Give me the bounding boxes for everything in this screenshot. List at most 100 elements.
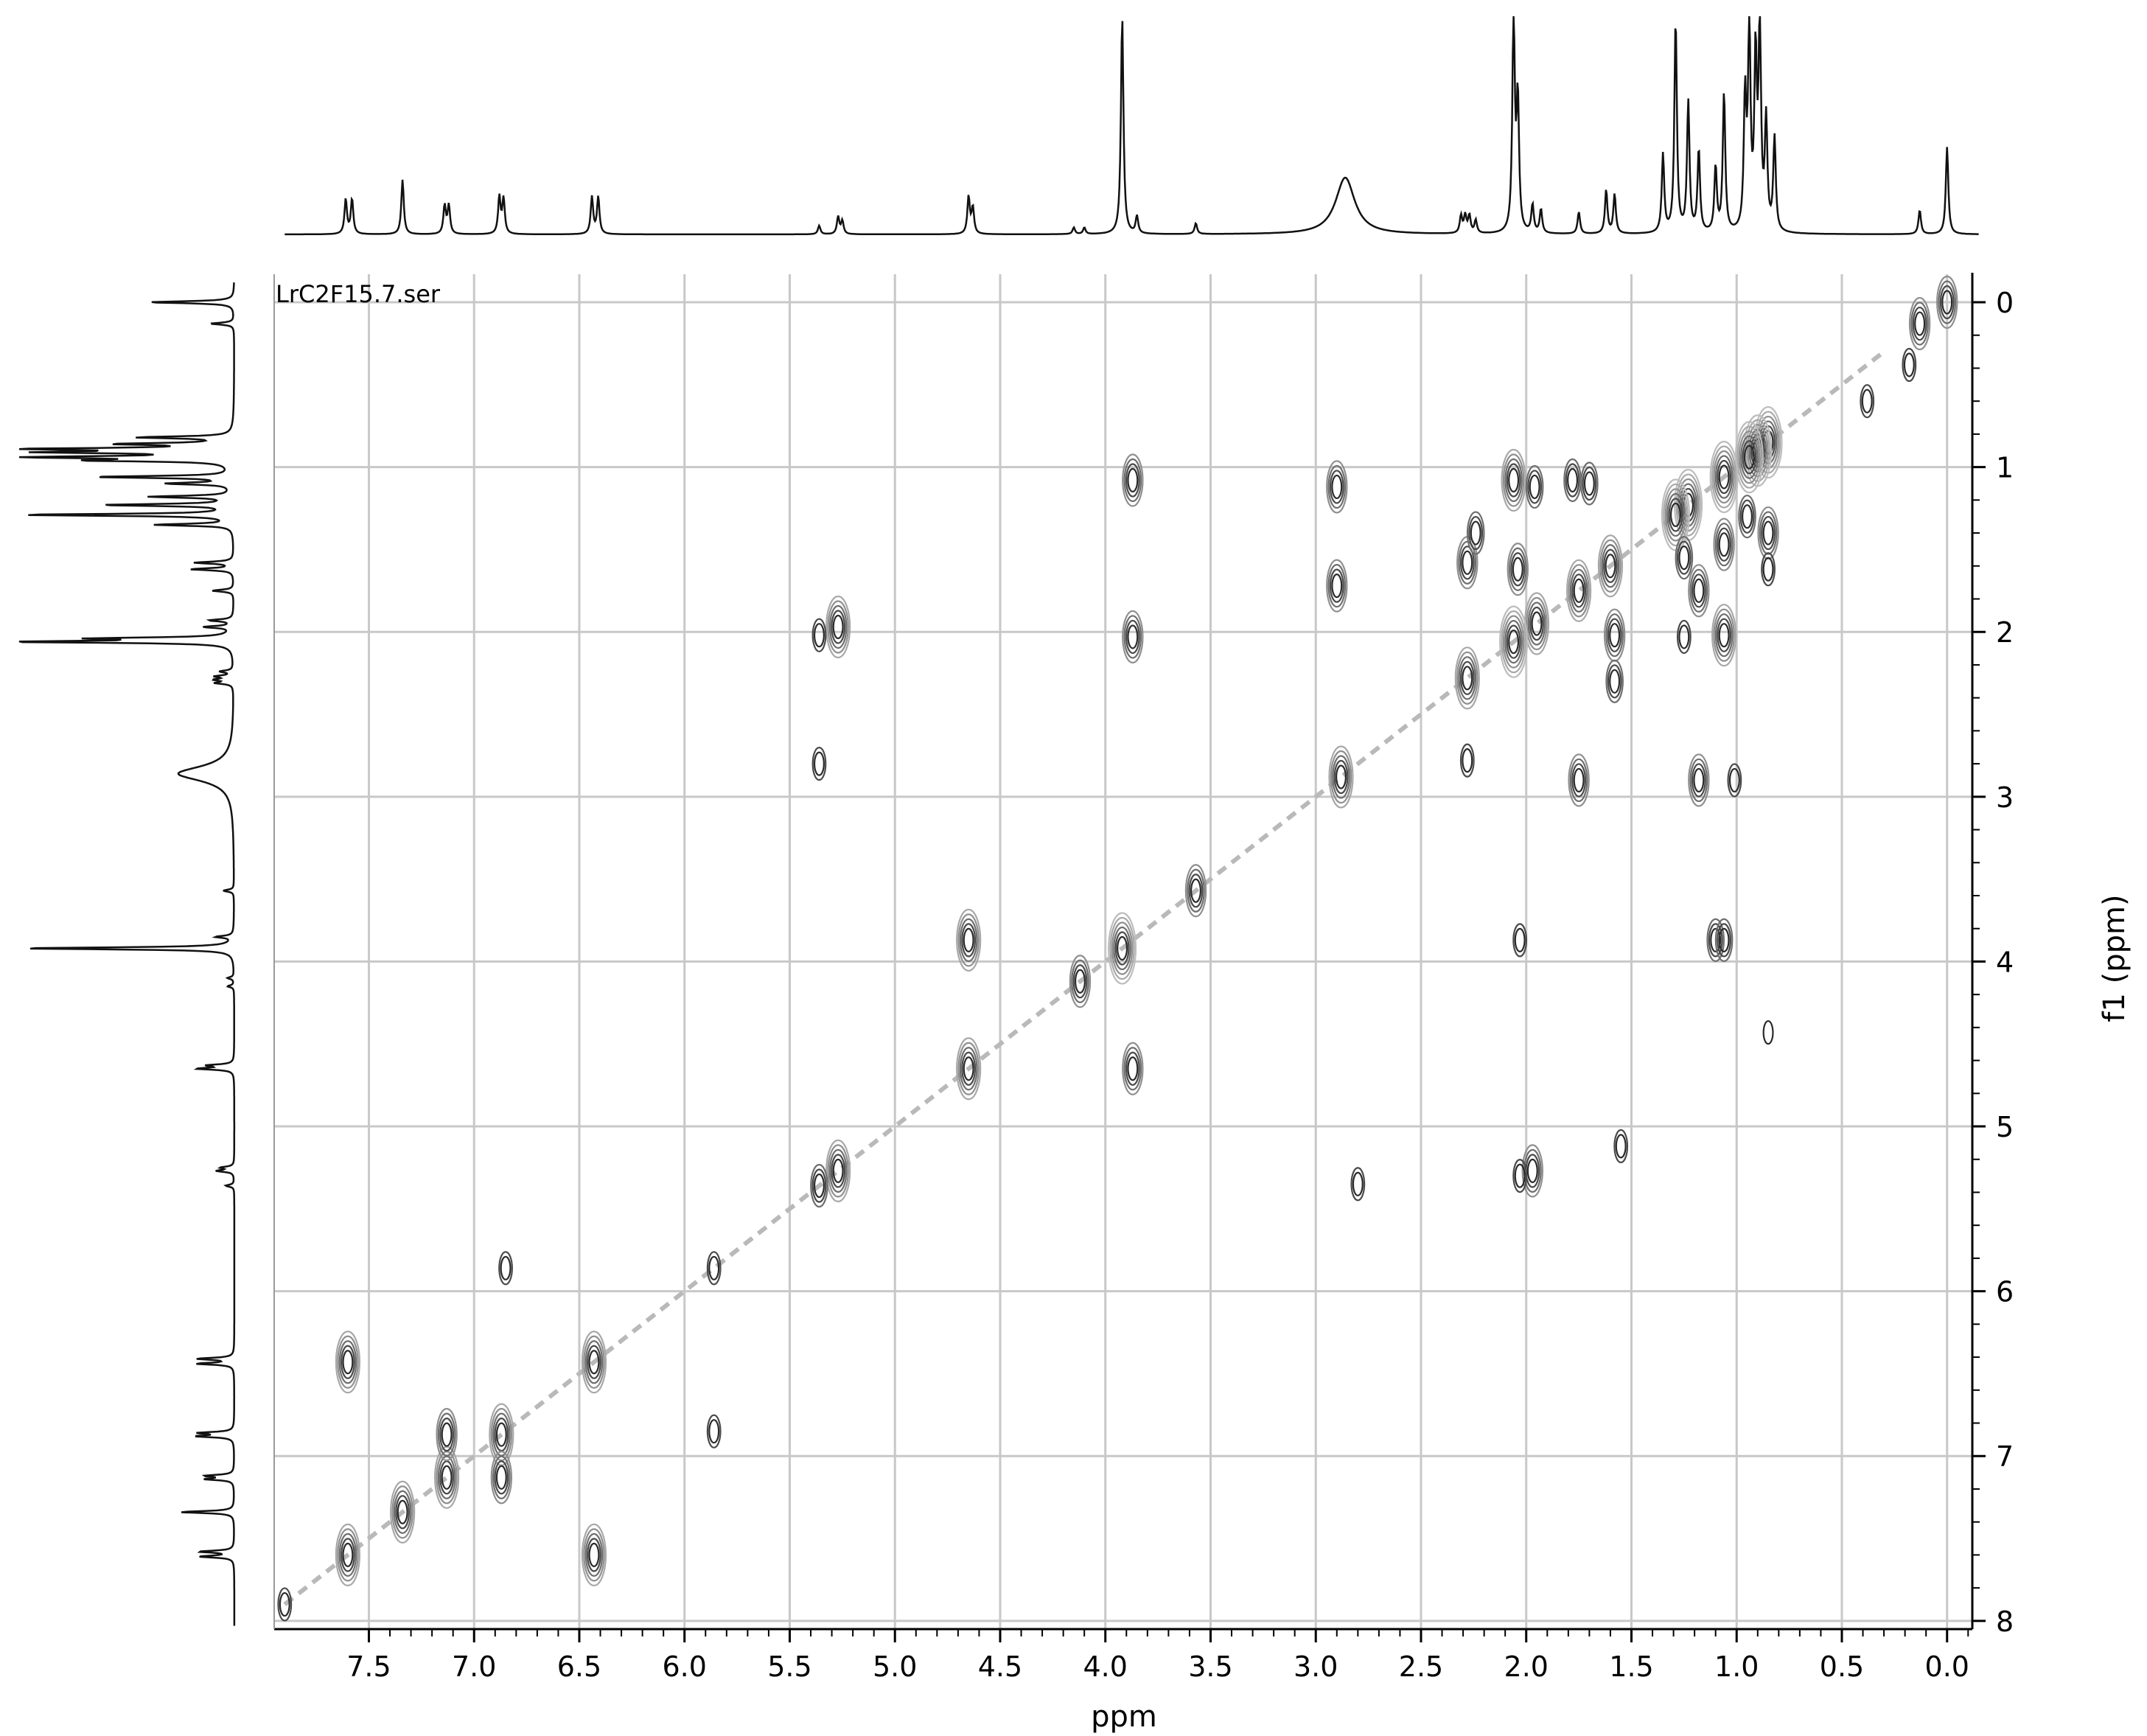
contour-level <box>1187 868 1205 913</box>
contour-level <box>1122 610 1144 664</box>
contour-level <box>1127 1056 1139 1081</box>
axis-ticks: 7.5 7.0 6.5 6.0 5.5 5.0 4.5 4.0 3.5 3.0 2.5 2.0 1.5 1… <box>346 287 2014 1683</box>
contour-level <box>1738 430 1761 484</box>
contour-level <box>1573 767 1585 793</box>
contour-level <box>1527 602 1546 646</box>
contour-level <box>813 751 825 776</box>
x-tick-label: 7.5 <box>346 1650 391 1683</box>
contour-level <box>1508 630 1520 655</box>
cross-peak <box>1566 559 1592 622</box>
contour-level <box>1605 659 1624 703</box>
cross-peak <box>1184 864 1207 918</box>
contour-level <box>587 1538 601 1572</box>
contour-level <box>963 927 974 952</box>
contour-level <box>581 1331 607 1394</box>
contour-level <box>1761 515 1776 551</box>
contour-level <box>588 1350 600 1375</box>
x-tick-label: 3.5 <box>1188 1650 1232 1683</box>
contour-level <box>1910 301 1929 346</box>
contour-level <box>337 1528 359 1582</box>
contour-level <box>961 923 977 958</box>
contour-level <box>338 1533 357 1577</box>
contour-level <box>1762 520 1774 545</box>
cross-peak <box>1525 464 1544 509</box>
dataset-label: LrC2F15.7.ser <box>276 280 441 308</box>
cross-peak <box>956 908 982 972</box>
contour-level <box>828 604 848 649</box>
contour-level <box>1331 474 1343 500</box>
contour-level <box>1571 574 1587 608</box>
cross-peak <box>1122 1042 1144 1095</box>
contour-level <box>1939 285 1955 320</box>
cross-peak <box>490 1451 513 1505</box>
cross-peak <box>1507 543 1529 596</box>
x-tick-label: 2.0 <box>1504 1650 1549 1683</box>
contour-level <box>1908 296 1931 351</box>
contour-level <box>1502 615 1525 669</box>
cross-peak <box>1605 659 1624 703</box>
contour-level <box>827 600 849 654</box>
contour-level <box>1706 918 1725 962</box>
contour-level <box>1331 574 1343 599</box>
contour-level <box>1717 527 1732 562</box>
cross-peak <box>811 618 827 652</box>
contour-level <box>1462 550 1473 575</box>
contour-level <box>1605 613 1624 658</box>
contour-level <box>1582 466 1597 501</box>
contour-level <box>1113 926 1131 971</box>
contour-level <box>498 1251 513 1286</box>
contour-level <box>342 1350 354 1375</box>
contour-level <box>1761 552 1776 587</box>
contour-level <box>1762 1019 1774 1045</box>
cross-peak <box>1757 506 1779 560</box>
cross-peak <box>1613 1129 1629 1163</box>
contour-level <box>1328 745 1354 809</box>
contour-level <box>959 918 978 962</box>
cross-peak <box>1675 535 1694 580</box>
contour-level <box>1123 1047 1142 1091</box>
cross-peak <box>1902 347 1917 383</box>
contour-level <box>439 1418 455 1452</box>
cross-peak <box>1603 608 1626 662</box>
contour-level <box>490 1451 513 1505</box>
cross-peak <box>1459 743 1475 778</box>
contour-level <box>1526 1158 1538 1183</box>
contour-level <box>1714 918 1734 962</box>
contour-level <box>1074 969 1086 994</box>
contour-level <box>832 614 844 640</box>
x-tick-label: 6.0 <box>663 1650 707 1683</box>
y-tick-label: 6 <box>1996 1276 2014 1308</box>
contour-level <box>1114 931 1130 966</box>
cross-peak <box>1326 559 1348 613</box>
contour-level <box>1727 763 1742 798</box>
contour-level <box>277 1587 293 1622</box>
contour-level <box>811 618 827 652</box>
contour-level <box>1689 568 1708 613</box>
contour-level <box>1609 623 1621 648</box>
cross-peak <box>1326 460 1348 514</box>
contour-level <box>1693 767 1705 793</box>
contour-level <box>1329 568 1344 603</box>
contour-level <box>441 1422 453 1447</box>
contour-level <box>1566 559 1592 622</box>
contour-level <box>1609 669 1621 694</box>
contour-level <box>434 1446 460 1509</box>
cross-peak <box>1597 534 1624 598</box>
contour-level <box>825 1139 851 1202</box>
contour-level <box>490 1408 513 1462</box>
y-tick-label: 1 <box>1996 452 2014 484</box>
contour-level <box>1123 615 1142 659</box>
y-tick-label: 0 <box>1996 287 2014 319</box>
x-tick-label: 2.5 <box>1399 1650 1443 1683</box>
contour-level <box>1902 347 1917 383</box>
y-tick-label: 5 <box>1996 1111 2014 1143</box>
contour-level <box>1184 864 1207 918</box>
contour-level <box>1569 758 1588 803</box>
contour-level <box>1689 758 1708 803</box>
y-axis-title: f1 (ppm) <box>2098 894 2132 1022</box>
contour-level <box>494 1460 509 1495</box>
contour-level <box>1938 280 1957 324</box>
x-tick-label: 6.5 <box>557 1650 601 1683</box>
contour-level <box>1072 964 1088 999</box>
